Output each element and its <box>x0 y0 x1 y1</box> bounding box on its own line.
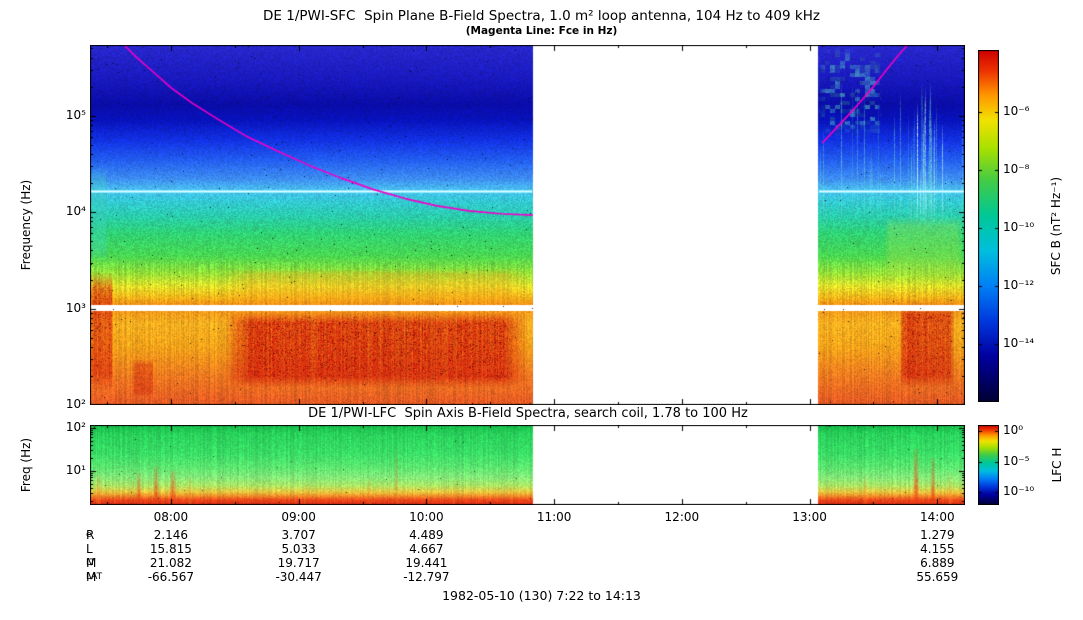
x-tick-label: 10:00 <box>409 510 444 524</box>
sfc-colorbar <box>978 50 999 402</box>
lfc-spectrogram <box>90 425 965 505</box>
lfc-title: DE 1/PWI-LFC Spin Axis B-Field Spectra, … <box>308 406 748 421</box>
sfc-y-tick-label: 10⁵ <box>65 107 86 122</box>
sfc-colorbar-tick-label: 10⁻¹² <box>1003 277 1035 292</box>
x-tick-label: 12:00 <box>664 510 700 524</box>
sfc-y-tick-label: 10³ <box>65 300 86 315</box>
x-tick-label: 14:00 <box>920 510 955 524</box>
row-label-sub: LAT <box>86 572 103 582</box>
lfc-colorbar-tick-label: 10⁻¹⁰ <box>1003 484 1035 499</box>
row-label-sub: e <box>86 530 92 540</box>
sfc-colorbar-tick-label: 10⁻⁶ <box>1003 103 1030 118</box>
sfc-colorbar-tick-label: 10⁻¹⁴ <box>1003 335 1035 350</box>
table-value: 15.815 <box>149 542 192 556</box>
table-value: 21.082 <box>149 556 192 570</box>
x-tick-label: 08:00 <box>153 510 189 524</box>
row-label-main: R <box>86 528 95 542</box>
table-value: 55.659 <box>916 570 959 584</box>
caption: 1982-05-10 (130) 7:22 to 14:13 <box>442 588 641 603</box>
table-value: 2.146 <box>153 528 189 542</box>
sfc-title: DE 1/PWI-SFC Spin Plane B-Field Spectra,… <box>263 8 820 24</box>
sfc-y-tick-label: 10² <box>65 397 86 411</box>
lfc-colorbar-tick-label: 10⁻⁵ <box>1003 453 1030 468</box>
sfc-subtitle: (Magenta Line: Fce in Hz) <box>465 25 618 37</box>
table-value: 6.889 <box>920 556 955 570</box>
table-value: -66.567 <box>147 570 195 584</box>
lfc-colorbar-tick-label: 10⁰ <box>1003 423 1024 438</box>
sfc-y-tick-label: 10⁴ <box>65 204 86 219</box>
x-tick-label: 13:00 <box>792 510 827 524</box>
lfc-y-tick-label: 10² <box>65 419 86 434</box>
table-value: 3.707 <box>281 528 316 542</box>
x-tick-label: 11:00 <box>536 510 572 524</box>
lfc-colorbar <box>978 425 999 505</box>
table-value: -30.447 <box>275 570 322 584</box>
row-label-main: M <box>86 556 97 570</box>
sfc-colorbar-tick-label: 10⁻¹⁰ <box>1003 219 1035 234</box>
row-label-sub: LT <box>86 558 96 568</box>
table-value: 4.155 <box>920 542 955 556</box>
sfc-colorbar-tick-label: 10⁻⁸ <box>1003 161 1030 176</box>
row-label-main: M <box>86 570 97 584</box>
x-tick-label: 09:00 <box>281 510 316 524</box>
sfc-spectrogram <box>90 45 965 405</box>
lfc-y-tick-label: 10¹ <box>65 462 86 477</box>
table-value: -12.797 <box>403 570 450 584</box>
table-value: 4.489 <box>409 528 444 542</box>
table-value: 19.717 <box>277 556 320 570</box>
table-value: 4.667 <box>409 542 444 556</box>
row-label-main: L <box>86 542 93 556</box>
table-value: 19.441 <box>405 556 448 570</box>
table-value: 1.279 <box>920 528 955 542</box>
table-value: 5.033 <box>281 542 316 556</box>
